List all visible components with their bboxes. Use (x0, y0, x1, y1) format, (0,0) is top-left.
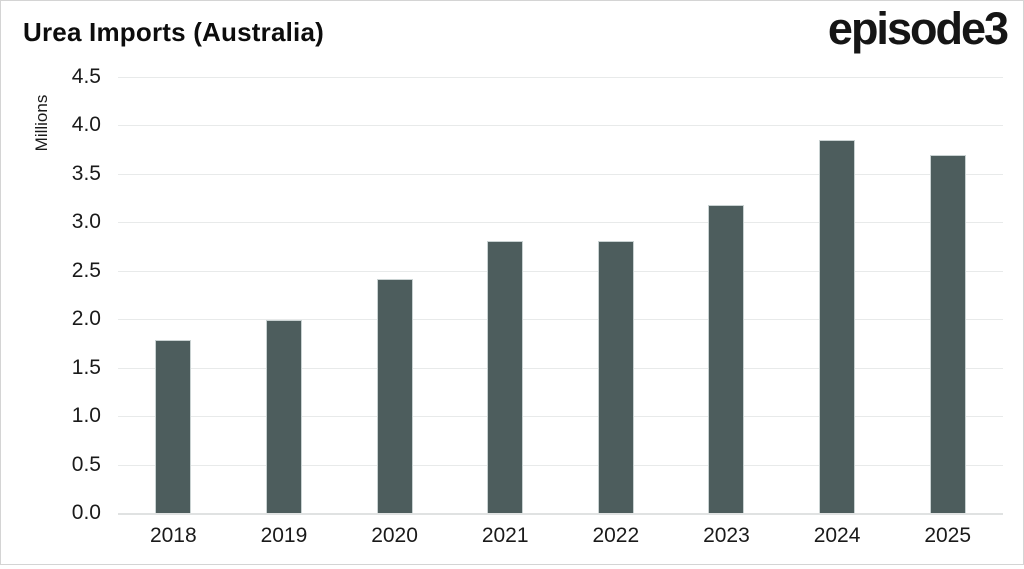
gridline-2.0 (118, 319, 1003, 321)
gridline-0.5 (118, 464, 1003, 466)
x-tick-label-2024: 2024 (813, 524, 861, 547)
y-tick-label-0.5: 0.5 (71, 452, 101, 476)
y-tick-label-2.5: 2.5 (71, 258, 101, 282)
y-tick-label-0.0: 0.0 (71, 501, 101, 524)
bar-2022 (597, 240, 634, 513)
x-tick-label-2018: 2018 (149, 524, 197, 547)
gridline-2.5 (118, 270, 1003, 272)
bar-2025 (929, 154, 966, 513)
bar-2018 (155, 339, 192, 513)
gridline-3.0 (118, 222, 1003, 224)
x-tick-label-2019: 2019 (260, 524, 308, 547)
x-tick-label-2020: 2020 (371, 524, 418, 547)
bar-2020 (376, 278, 413, 513)
x-tick-label-2021: 2021 (481, 524, 529, 547)
gridline-4.0 (118, 125, 1003, 127)
x-axis-line (118, 513, 1003, 515)
plot-area (118, 77, 1003, 515)
x-tick-label-2025: 2025 (924, 524, 972, 547)
y-tick-label-4.0: 4.0 (71, 113, 101, 137)
bar-2019 (265, 320, 302, 513)
x-tick-label-2023: 2023 (703, 524, 750, 547)
y-tick-label-3.0: 3.0 (71, 210, 101, 234)
y-tick-label-4.5: 4.5 (71, 65, 101, 88)
y-tick-label-1.5: 1.5 (71, 355, 101, 379)
bar-2021 (487, 240, 524, 513)
x-tick-label-2022: 2022 (592, 524, 640, 547)
gridline-4.5 (118, 77, 1003, 78)
y-tick-label-3.5: 3.5 (71, 161, 101, 185)
bar-2024 (819, 139, 856, 513)
brand-logo-episode3: episode3 (827, 3, 1009, 54)
y-tick-label-1.0: 1.0 (71, 404, 101, 428)
y-tick-label-2.0: 2.0 (71, 307, 101, 331)
gridline-1.0 (118, 416, 1003, 418)
gridline-1.5 (118, 367, 1003, 369)
bar-2023 (708, 204, 745, 513)
gridline-3.5 (118, 173, 1003, 175)
chart-title: Urea Imports (Australia) (23, 17, 324, 47)
